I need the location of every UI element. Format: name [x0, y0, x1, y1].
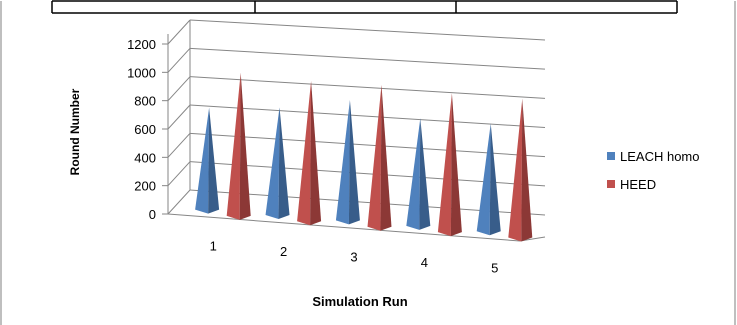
cone-face-light [508, 98, 523, 242]
legend-label-heed: HEED [620, 177, 656, 192]
cone-face-dark [348, 100, 360, 225]
y-axis-title: Round Number [68, 88, 82, 175]
gridline-side [167, 47, 191, 73]
x-tick-label: 5 [491, 260, 498, 275]
gridline-side [167, 189, 191, 215]
table-fragment [51, 0, 678, 14]
cone-face-light [195, 107, 210, 214]
cone-face-light [476, 123, 491, 236]
gridline-side [167, 161, 191, 187]
gridline-side [167, 132, 191, 158]
cone-face-dark [239, 72, 251, 220]
gridline [189, 19, 546, 41]
cone-face-light [226, 72, 241, 220]
cone-face-light [265, 107, 280, 220]
cone-leach-homo-2 [265, 107, 290, 220]
gridline [189, 104, 546, 128]
gridline-side [167, 104, 191, 130]
cone-leach-homo-1 [195, 107, 220, 214]
gridline [189, 132, 546, 158]
cone-face-light [367, 85, 382, 231]
gridline [189, 76, 546, 99]
legend: LEACH homo HEED [607, 149, 699, 192]
x-tick-label: 2 [280, 244, 287, 259]
cone-face-dark [419, 118, 431, 230]
x-tick-labels: 1 2 3 4 5 [210, 239, 499, 276]
x-tick-label: 1 [210, 239, 217, 254]
cone-face-dark [450, 93, 462, 237]
cone-heed-3 [367, 85, 392, 231]
y-tick-label: 600 [134, 122, 156, 137]
gridline-side [167, 76, 191, 102]
legend-label-leach: LEACH homo [620, 149, 699, 164]
cone-heed-5 [508, 98, 533, 242]
cone-leach-homo-3 [335, 100, 360, 225]
cone-face-light [406, 118, 421, 230]
cone-face-dark [208, 107, 220, 214]
cone-face-light [297, 81, 312, 226]
x-tick-label: 4 [421, 255, 428, 270]
cone-heed-2 [297, 81, 322, 226]
cones-layer [195, 72, 533, 242]
cone-face-dark [521, 98, 533, 242]
cone-face-dark [380, 85, 392, 231]
cone-leach-homo-4 [406, 118, 431, 230]
floor-front-edge [167, 213, 521, 242]
cone-face-dark [489, 123, 501, 236]
y-tick-label: 1200 [127, 37, 156, 52]
cone-face-light [335, 100, 350, 225]
y-tick-labels: 0 200 400 600 800 1000 1200 [127, 37, 156, 222]
x-axis-title: Simulation Run [312, 294, 407, 309]
legend-swatch-heed [607, 180, 615, 188]
cone-face-dark [310, 81, 322, 226]
cone-heed-4 [437, 93, 462, 237]
y-tick-label: 400 [134, 150, 156, 165]
y-tick-label: 0 [149, 207, 156, 222]
gridline-side [167, 19, 191, 45]
legend-swatch-leach [607, 152, 615, 160]
gridline [189, 47, 546, 70]
y-tick-label: 1000 [127, 65, 156, 80]
cone-face-light [437, 93, 452, 237]
y-tick-label: 800 [134, 94, 156, 109]
cone-leach-homo-5 [476, 123, 501, 236]
cone-face-dark [278, 107, 290, 220]
x-tick-label: 3 [350, 250, 357, 265]
y-tick-label: 200 [134, 179, 156, 194]
cone-heed-1 [226, 72, 251, 220]
